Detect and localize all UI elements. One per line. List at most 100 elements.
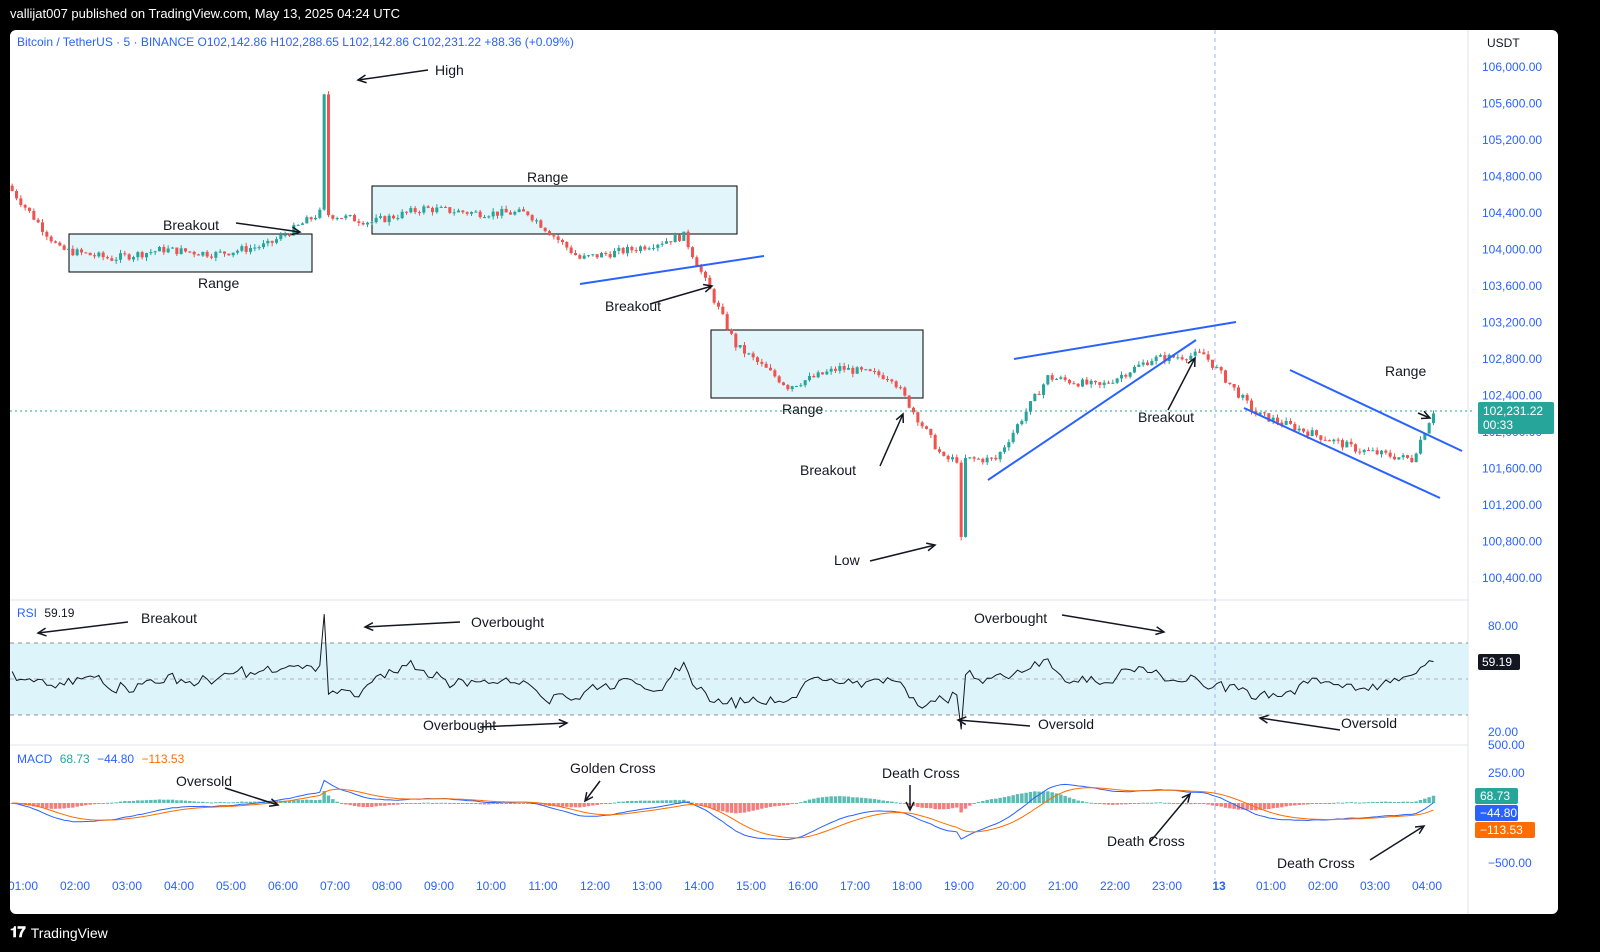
macd-histogram-bar — [448, 803, 452, 804]
macd-histogram-bar — [495, 803, 500, 805]
candle-body — [1206, 354, 1210, 360]
candle-body — [521, 209, 526, 212]
price-tick-label: 100,800.00 — [1482, 535, 1542, 549]
candle-body — [1141, 362, 1145, 365]
candle-body — [36, 219, 40, 223]
macd-histogram-bar — [647, 800, 651, 803]
macd-histogram-bar — [1388, 801, 1392, 803]
candle-body — [911, 407, 916, 413]
footer: 𝟏𝟕 TradingView — [10, 924, 108, 941]
candle-body — [1241, 394, 1245, 398]
price-tick-label: 100,400.00 — [1482, 571, 1542, 585]
candle-body — [725, 314, 729, 330]
macd-histogram-bar — [1301, 803, 1306, 805]
rsi-legend[interactable]: RSI 59.19 — [17, 606, 74, 620]
candle-body — [279, 234, 283, 240]
candle-body — [677, 235, 682, 241]
macd-histogram-bar — [1397, 801, 1401, 803]
macd-histogram-bar — [1427, 797, 1431, 803]
macd-histogram-bar — [170, 799, 175, 803]
candle-body — [487, 216, 491, 218]
candle-body — [1345, 441, 1349, 448]
annotation-arrowhead — [1187, 356, 1196, 368]
macd-histogram-bar — [1106, 803, 1111, 805]
chart-svg[interactable]: High Breakout Range Range Range Breakout Range… — [10, 30, 1558, 914]
candle-body — [1007, 442, 1011, 448]
candle-body — [1189, 355, 1193, 360]
macd-histogram-bar — [88, 803, 92, 805]
candle-body — [248, 247, 253, 252]
macd-histogram-bar — [621, 801, 625, 803]
candle-body — [1388, 452, 1392, 457]
candle-body — [1401, 455, 1405, 458]
candle-body — [790, 386, 794, 390]
candle-body — [781, 382, 786, 386]
candle-body — [565, 242, 569, 248]
macd-histogram-bar — [283, 800, 287, 803]
price-tick-label: 102,400.00 — [1482, 389, 1542, 403]
macd-histogram-bar — [430, 802, 435, 804]
macd-histogram-bar — [1345, 802, 1349, 804]
candle-body — [1128, 372, 1132, 377]
candle-body — [23, 205, 27, 208]
candle-body — [495, 211, 500, 216]
time-tick-label: 21:00 — [1048, 879, 1078, 893]
macd-histogram-bar — [1297, 803, 1301, 805]
macd-histogram-bar — [443, 802, 448, 804]
macd-histogram-bar — [690, 802, 695, 804]
candle-body — [75, 249, 79, 256]
candle-body — [1418, 439, 1423, 454]
macd-histogram-bar — [586, 803, 591, 807]
candle-body — [660, 243, 664, 245]
candle-body — [1349, 441, 1353, 445]
macd-histogram-bar — [409, 803, 413, 804]
wedge-lower-line — [987, 339, 1197, 481]
candle-body — [1362, 449, 1366, 453]
macd-histogram-bar — [183, 800, 188, 803]
candle-body — [976, 458, 981, 460]
candle-body — [1319, 435, 1323, 440]
candle-body — [1427, 423, 1431, 434]
macd-histogram-bar — [1323, 803, 1327, 804]
candle-body — [97, 252, 101, 257]
macd-histogram-bar — [755, 803, 760, 810]
macd-histogram-bar — [1267, 803, 1271, 810]
macd-histogram-bar — [426, 802, 430, 804]
price-tick-label: 101,600.00 — [1482, 462, 1542, 476]
candle-body — [300, 223, 305, 225]
macd-histogram-bar — [846, 796, 851, 803]
candle-body — [1293, 423, 1297, 431]
macd-legend[interactable]: MACD 68.73 −44.80 −113.53 — [17, 752, 184, 766]
candle-body — [608, 254, 612, 258]
macd-histogram-bar — [972, 803, 976, 804]
symbol-legend[interactable]: Bitcoin / TetherUS · 5 · BINANCE O102,14… — [17, 35, 574, 49]
macd-histogram-bar — [989, 799, 994, 803]
macd-histogram-bar — [136, 800, 140, 803]
footer-brand: TradingView — [30, 924, 108, 941]
macd-histogram-bar — [326, 795, 331, 803]
macd-histogram-bar — [1228, 803, 1232, 809]
annotation-arrowhead — [926, 542, 937, 552]
time-tick-label: 19:00 — [944, 879, 974, 893]
macd-histogram-bar — [1028, 791, 1033, 803]
macd-histogram-bar — [942, 803, 946, 810]
candle-body — [1054, 378, 1059, 380]
macd-histogram-bar — [387, 803, 391, 806]
macd-tick-label: 500.00 — [1488, 738, 1525, 752]
candle-body — [1085, 379, 1089, 385]
annotation-arrow — [1369, 825, 1425, 861]
annotation-label: High — [435, 62, 464, 78]
candle-body — [1288, 420, 1293, 424]
macd-histogram-bar — [959, 803, 963, 813]
candle-body — [45, 231, 49, 237]
macd-badges: 68.73 −44.80 −113.53 — [1475, 788, 1535, 838]
candle-body — [253, 247, 257, 249]
macd-histogram-bar — [58, 803, 62, 809]
candle-body — [578, 255, 582, 259]
candle-body — [1228, 382, 1232, 385]
candle-body — [62, 245, 66, 250]
macd-histogram-bar — [1349, 802, 1353, 804]
macd-histogram-bar — [32, 803, 36, 807]
candle-body — [1245, 394, 1249, 401]
candle-body — [812, 375, 816, 378]
